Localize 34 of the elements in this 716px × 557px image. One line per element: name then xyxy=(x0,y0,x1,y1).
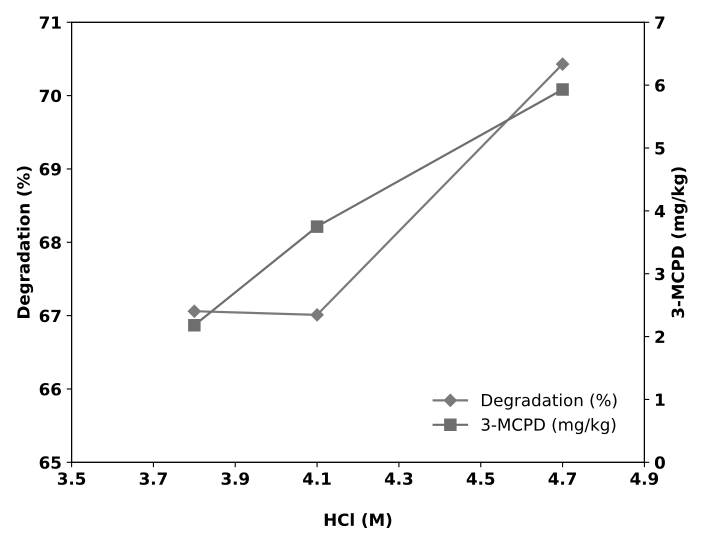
x-tick-label: 4.7 xyxy=(548,472,576,485)
x-tick-label: 3.7 xyxy=(140,472,167,485)
point xyxy=(310,220,324,233)
y-tick-label: 69 xyxy=(40,162,61,176)
y-tick-label: 66 xyxy=(40,382,61,396)
point xyxy=(310,308,324,322)
y-tick-label: 65 xyxy=(40,456,61,469)
y-tick-label: 70 xyxy=(40,90,62,102)
point xyxy=(556,57,570,71)
y-axis-title: Degradation (%) xyxy=(16,166,34,318)
y2-tick-label: 6 xyxy=(655,79,665,92)
x-tick-label: 4.5 xyxy=(466,472,494,485)
y2-tick-label: 0 xyxy=(654,456,665,469)
y2-tick-label: 5 xyxy=(655,142,665,155)
legend-label: 3-MCPD (mg/kg) xyxy=(482,418,616,434)
x-tick-label: 4.3 xyxy=(384,472,412,485)
x-tick-label: 4.9 xyxy=(630,472,658,485)
legend-label: Degradation (%) xyxy=(482,394,617,410)
y-tick-label: 68 xyxy=(40,236,61,249)
x-axis-title: HCl (M) xyxy=(324,513,392,528)
y-tick-label: 71 xyxy=(40,16,61,29)
y2-tick-label: 7 xyxy=(655,16,664,29)
x-tick-label: 4.1 xyxy=(303,472,331,485)
point xyxy=(556,83,569,96)
point xyxy=(188,319,201,332)
y2-tick-label: 4 xyxy=(654,205,665,218)
y2-axis-title: 3-MCPD (mg/kg) xyxy=(671,167,688,318)
y2-tick-label: 1 xyxy=(656,394,665,406)
x-tick-label: 3.9 xyxy=(222,472,249,485)
point xyxy=(188,304,201,318)
y-tick-label: 67 xyxy=(40,310,61,322)
y2-tick-label: 3 xyxy=(655,268,664,280)
x-tick-label: 3.5 xyxy=(58,472,86,485)
y2-tick-label: 2 xyxy=(655,330,664,343)
